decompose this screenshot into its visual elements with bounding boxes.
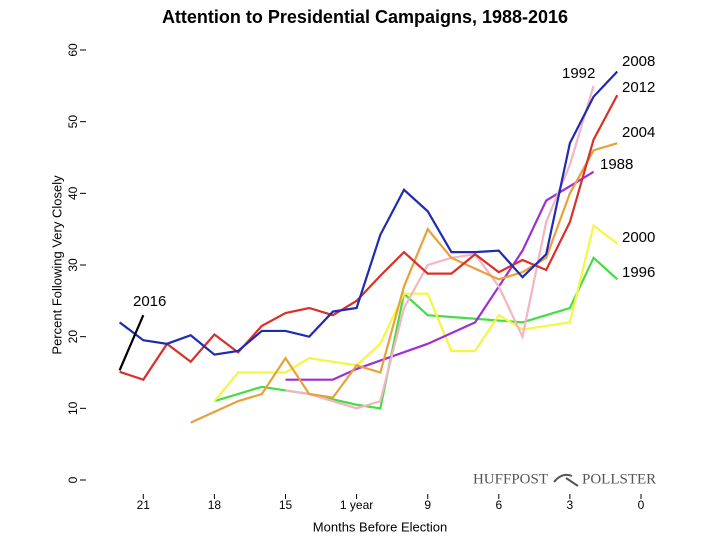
chart-title: Attention to Presidential Campaigns, 198… <box>162 7 568 27</box>
x-tick-label: 3 <box>567 498 574 512</box>
series-line <box>190 142 618 424</box>
series-label: 2004 <box>622 124 655 141</box>
x-tick-label: 0 <box>638 498 645 512</box>
y-tick-label: 20 <box>66 330 80 344</box>
series-line <box>213 223 618 402</box>
y-axis-label: Percent Following Very Closely <box>49 175 64 355</box>
x-tick-label: 9 <box>424 498 431 512</box>
series-label: 2008 <box>622 53 655 70</box>
x-tick-label: 18 <box>208 498 222 512</box>
series-label: 2016 <box>133 293 166 310</box>
y-tick-label: 10 <box>66 401 80 415</box>
series-line <box>118 70 619 356</box>
x-axis-label: Months Before Election <box>313 519 447 534</box>
x-tick-label: 6 <box>495 498 502 512</box>
watermark: HUFFPOST <box>473 471 548 487</box>
y-tick-label: 50 <box>66 115 80 129</box>
series-line <box>118 314 145 371</box>
x-tick-label: 15 <box>279 498 293 512</box>
watermark: POLLSTER <box>582 471 656 487</box>
y-tick-label: 0 <box>66 476 80 483</box>
x-tick-label: 21 <box>137 498 151 512</box>
series-line <box>285 170 595 381</box>
series-label: 2000 <box>622 229 655 246</box>
series-label: 2012 <box>622 79 655 96</box>
series-line <box>214 256 619 410</box>
x-tick-label: 1 year <box>340 498 373 512</box>
series-line <box>285 85 595 410</box>
y-tick-label: 40 <box>66 186 80 200</box>
watermark-icon <box>553 473 579 487</box>
y-tick-label: 30 <box>66 258 80 272</box>
series-label: 1992 <box>562 65 595 82</box>
series-label: 1996 <box>622 264 655 281</box>
y-tick-label: 60 <box>66 43 80 57</box>
series-label: 1988 <box>600 156 633 173</box>
